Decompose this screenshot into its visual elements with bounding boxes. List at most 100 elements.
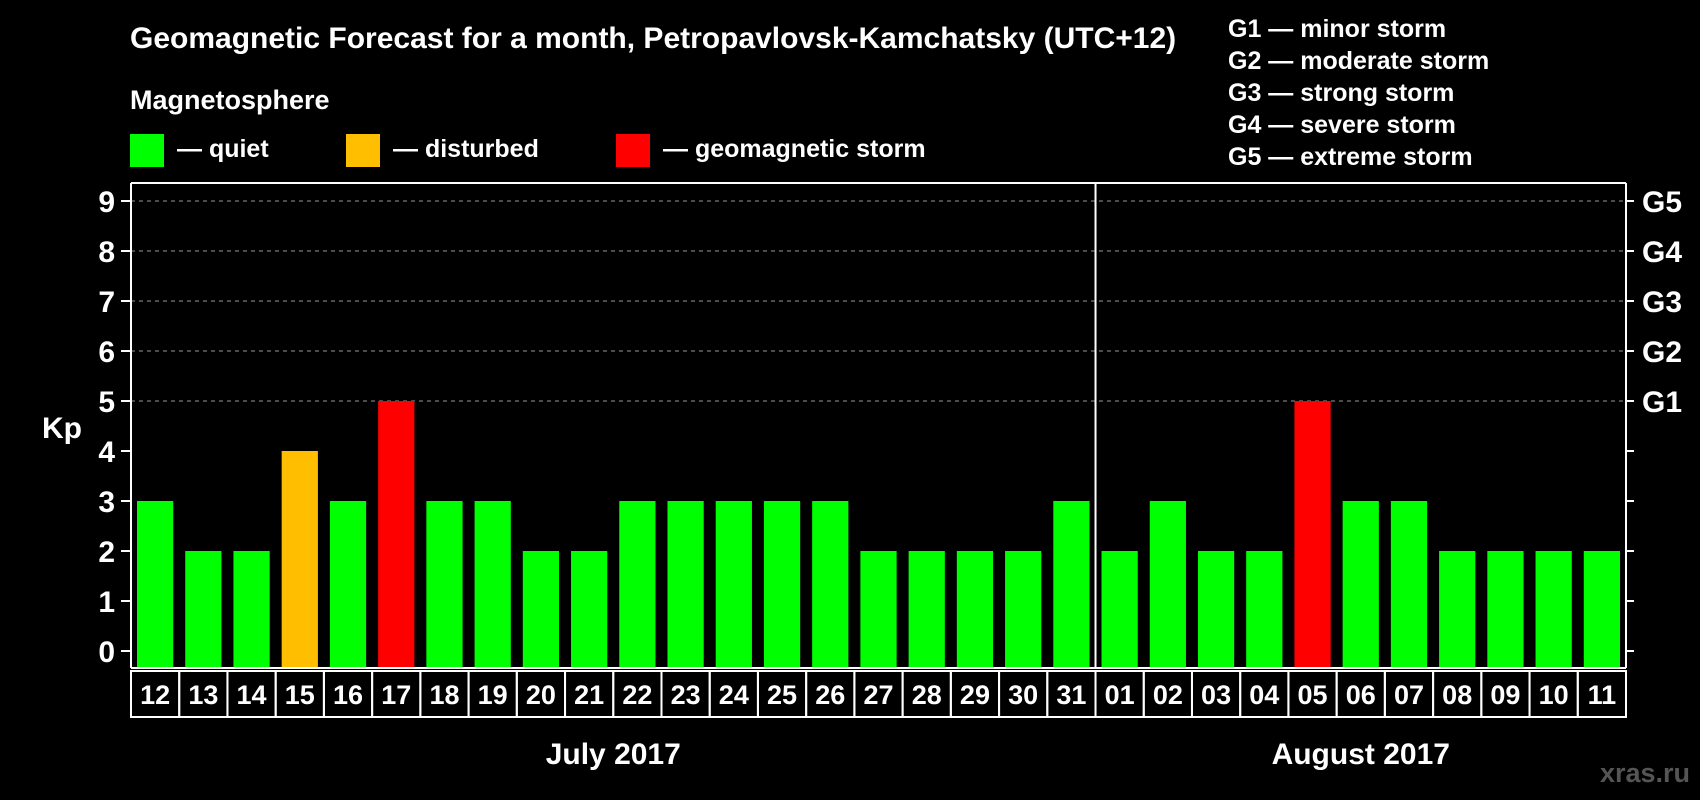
legend: — quiet — disturbed — geomagnetic storm bbox=[130, 134, 926, 167]
x-axis: 12 13 14 15 16 17 18 19 20 21 22 23 24 25 26 27 28 29 30 31… bbox=[130, 670, 1627, 718]
day-label-03: 03 bbox=[1201, 680, 1231, 710]
day-label-14: 14 bbox=[237, 680, 267, 710]
day-label-20: 20 bbox=[526, 680, 556, 710]
watermark: xras.ru bbox=[1600, 758, 1690, 788]
right-axis: G1 G2 G3 G4 G5 bbox=[1626, 186, 1682, 652]
legend-label-2: — disturbed bbox=[393, 135, 539, 163]
day-label-12: 12 bbox=[140, 680, 170, 710]
bar-10 bbox=[1535, 551, 1572, 668]
g-label-G4: G4 bbox=[1642, 236, 1682, 269]
legend-heading: Magnetosphere bbox=[130, 85, 330, 115]
day-label-23: 23 bbox=[671, 680, 701, 710]
day-label-09: 09 bbox=[1490, 680, 1520, 710]
y-tick-label: 5 bbox=[98, 386, 115, 419]
bar-29 bbox=[956, 551, 994, 668]
bar-25 bbox=[763, 501, 801, 668]
bar-31 bbox=[1053, 501, 1090, 668]
day-label-04: 04 bbox=[1249, 680, 1279, 710]
bar-18 bbox=[426, 501, 463, 668]
day-label-21: 21 bbox=[574, 680, 604, 710]
day-label-07: 07 bbox=[1394, 680, 1424, 710]
y-tick-label: 1 bbox=[98, 586, 115, 619]
day-label-18: 18 bbox=[429, 680, 459, 710]
y-tick-label: 9 bbox=[98, 186, 115, 219]
bar-15 bbox=[281, 451, 318, 668]
bar-02 bbox=[1149, 501, 1186, 668]
bar-24 bbox=[715, 501, 752, 668]
bar-19 bbox=[474, 501, 511, 668]
storm-scale-item: G2 — moderate storm bbox=[1228, 47, 1489, 75]
y-tick-label: 6 bbox=[98, 336, 115, 369]
month-label-2: August 2017 bbox=[1272, 738, 1450, 771]
legend-swatch-1 bbox=[130, 134, 164, 167]
y-tick-label: 3 bbox=[98, 486, 115, 519]
y-tick-label: 0 bbox=[98, 636, 115, 669]
bar-26 bbox=[812, 501, 849, 668]
legend-swatch-3 bbox=[616, 134, 650, 167]
legend-label-3: — geomagnetic storm bbox=[663, 135, 926, 163]
storm-scale-item: G1 — minor storm bbox=[1228, 15, 1446, 43]
day-label-31: 31 bbox=[1056, 680, 1086, 710]
bar-22 bbox=[619, 501, 656, 668]
day-label-02: 02 bbox=[1153, 680, 1183, 710]
y-tick-label: 2 bbox=[98, 536, 115, 569]
storm-scale-legend: G1 — minor storm G2 — moderate storm G3 — … bbox=[1228, 15, 1489, 171]
bar-06 bbox=[1342, 501, 1379, 668]
day-label-28: 28 bbox=[912, 680, 942, 710]
bar-08 bbox=[1439, 551, 1476, 668]
day-label-19: 19 bbox=[478, 680, 508, 710]
day-label-08: 08 bbox=[1442, 680, 1472, 710]
day-label-05: 05 bbox=[1298, 680, 1328, 710]
bar-01 bbox=[1101, 551, 1138, 668]
legend-label-1: — quiet bbox=[177, 135, 269, 163]
bar-13 bbox=[185, 551, 222, 668]
day-label-11: 11 bbox=[1588, 680, 1617, 710]
g-label-G3: G3 bbox=[1642, 286, 1682, 319]
y-tick-label: 8 bbox=[98, 236, 115, 269]
day-label-10: 10 bbox=[1539, 680, 1569, 710]
bar-30 bbox=[1005, 551, 1042, 668]
day-label-16: 16 bbox=[333, 680, 363, 710]
day-label-17: 17 bbox=[381, 680, 411, 710]
bar-05 bbox=[1294, 401, 1331, 668]
bar-04 bbox=[1246, 551, 1283, 668]
y-axis-label: Kp bbox=[42, 412, 82, 445]
g-label-G1: G1 bbox=[1642, 386, 1682, 419]
storm-scale-item: G4 — severe storm bbox=[1228, 111, 1456, 139]
bar-03 bbox=[1197, 551, 1235, 668]
bar-11 bbox=[1583, 551, 1620, 668]
bar-14 bbox=[233, 551, 270, 668]
day-label-26: 26 bbox=[815, 680, 845, 710]
g-label-G2: G2 bbox=[1642, 336, 1682, 369]
bar-21 bbox=[571, 551, 608, 668]
grid-lines bbox=[131, 200, 1626, 402]
day-label-06: 06 bbox=[1346, 680, 1376, 710]
day-label-27: 27 bbox=[863, 680, 893, 710]
day-label-30: 30 bbox=[1008, 680, 1038, 710]
month-labels: July 2017 August 2017 bbox=[546, 738, 1450, 771]
bar-17 bbox=[378, 401, 415, 668]
legend-swatch-2 bbox=[346, 134, 380, 167]
day-label-24: 24 bbox=[719, 680, 749, 710]
plot-frame bbox=[130, 182, 1627, 669]
day-label-01: 01 bbox=[1105, 680, 1135, 710]
storm-scale-item: G3 — strong storm bbox=[1228, 79, 1454, 107]
bar-12 bbox=[137, 501, 174, 668]
y-tick-label: 4 bbox=[98, 436, 115, 469]
day-label-29: 29 bbox=[960, 680, 990, 710]
day-box bbox=[1576, 670, 1627, 718]
storm-scale-item: G5 — extreme storm bbox=[1228, 143, 1473, 171]
bar-28 bbox=[908, 551, 945, 668]
day-label-13: 13 bbox=[188, 680, 218, 710]
day-label-25: 25 bbox=[767, 680, 797, 710]
bar-23 bbox=[667, 501, 704, 668]
g-label-G5: G5 bbox=[1642, 186, 1682, 219]
day-label-15: 15 bbox=[285, 680, 315, 710]
bars bbox=[137, 401, 1620, 668]
bar-27 bbox=[860, 551, 897, 668]
bar-16 bbox=[329, 501, 367, 668]
y-axis: 0 1 2 3 4 5 6 7 8 9 bbox=[98, 186, 131, 669]
bar-20 bbox=[522, 551, 560, 668]
month-label-1: July 2017 bbox=[546, 738, 681, 771]
